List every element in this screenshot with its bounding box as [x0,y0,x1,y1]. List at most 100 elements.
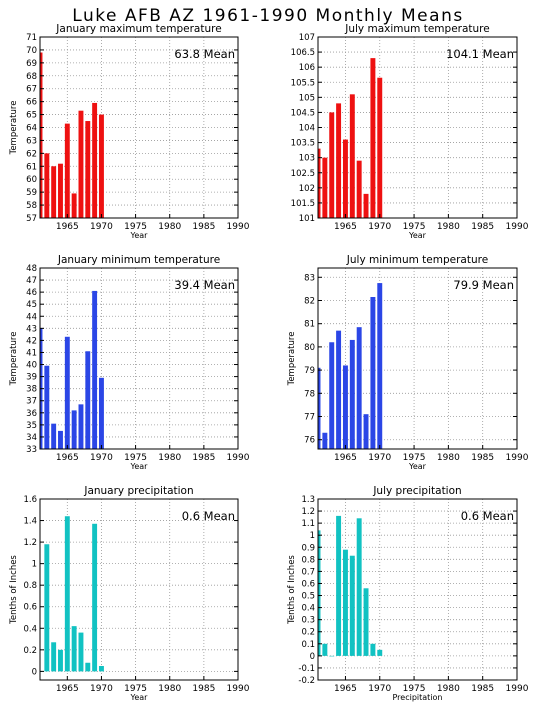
bar-1965 [64,123,70,218]
y-tick-label: 1.2 [301,507,315,517]
y-tick-label: 0.7 [301,567,315,577]
y-tick-label: 59 [26,188,37,198]
bar-1967 [78,110,84,218]
y-tick-label: 105 [299,93,315,103]
y-tick-label: 1.2 [23,538,37,548]
y-tick-label: -0.1 [298,664,315,674]
x-tick-label: 1975 [124,222,147,232]
y-tick-label: 65 [26,111,37,121]
bar-1970 [377,649,383,656]
y-tick-label: 82 [304,296,315,306]
bar-1965 [342,365,348,449]
y-tick-label: 1 [310,531,315,541]
x-tick-label: 1985 [471,684,494,694]
bar-1970 [98,377,104,449]
bar-1965 [342,549,348,656]
bar-1967 [78,404,84,449]
y-axis-label: Temperature [9,332,19,387]
y-tick-label: 62 [26,149,37,159]
y-tick-label: 0.6 [301,579,315,589]
y-tick-label: 38 [26,385,37,395]
x-axis-label: Year [408,231,427,240]
bar-1967 [356,327,362,449]
bar-1965 [64,516,70,672]
chart-panel-4: 76 77 78 79 80 81 82 83 1965 1970 1975 1980 1985 1990… [287,254,529,471]
y-tick-label: 58 [26,201,37,211]
y-tick-label: 67 [26,85,37,95]
mean-label: 79.9 Mean [453,278,514,292]
bar-1961 [318,367,321,449]
bar-1966 [71,626,77,672]
bar-1967 [356,518,362,656]
y-tick-label: 0.8 [301,555,315,565]
x-tick-label: 1985 [192,684,215,694]
bar-1963 [51,166,57,218]
chart-title: January minimum temperature [57,254,220,266]
x-tick-label: 1965 [56,453,79,463]
x-tick-label: 1970 [90,684,113,694]
y-axis-label: Temperature [9,101,19,156]
x-tick-label: 1975 [403,684,426,694]
bar-1965 [64,336,70,449]
x-axis-label: Precipitation [392,693,442,702]
y-tick-label: 60 [26,175,37,185]
chart-title: July precipitation [372,485,461,497]
y-tick-label: 0.5 [301,592,315,602]
page-title: Luke AFB AZ 1961-1990 Monthly Means [72,6,464,26]
y-tick-label: 0.9 [301,543,315,553]
mean-label: 63.8 Mean [174,47,235,61]
y-tick-label: 34 [26,433,37,443]
x-tick-label: 1975 [403,222,426,232]
y-tick-label: 0.2 [23,646,37,656]
y-tick-label: 80 [304,343,315,353]
y-tick-label: 45 [26,300,37,310]
x-tick-label: 1965 [334,684,357,694]
y-tick-label: 43 [26,324,37,334]
x-tick-label: 1965 [56,222,79,232]
y-tick-label: 47 [26,276,37,286]
y-tick-label: 44 [26,312,37,322]
y-tick-label: 1.3 [301,495,315,505]
y-tick-label: 0 [32,667,37,677]
x-tick-label: 1990 [506,684,529,694]
y-tick-label: 104.5 [291,108,315,118]
mean-label: 0.6 Mean [461,509,514,523]
bar-1968 [363,588,369,656]
chart-panel-6: -0.2 -0.1 0 0.1 0.2 0.3 0.4 0.5 0.6 0.7 0.8 0.9 1 1.1… [287,485,529,702]
x-axis-label: Year [130,693,149,702]
bar-1962 [322,432,328,449]
y-tick-label: 39 [26,373,37,383]
y-tick-label: 1.6 [23,495,37,505]
y-tick-label: 105.5 [291,78,315,88]
y-tick-label: 81 [304,320,315,330]
mean-label: 104.1 Mean [446,47,514,61]
x-tick-label: 1970 [90,222,113,232]
y-tick-label: 48 [26,264,37,274]
bar-1962 [322,643,328,656]
bar-1966 [71,193,77,218]
y-tick-label: 64 [26,124,37,134]
plot-frame [317,498,518,681]
x-tick-label: 1980 [158,222,181,232]
bar-1965 [342,139,348,218]
bar-1964 [336,330,342,449]
y-tick-label: 107 [299,33,315,43]
y-tick-label: 1.1 [301,519,315,529]
bar-1961 [40,52,43,219]
x-tick-label: 1990 [227,684,250,694]
bar-1970 [98,665,104,672]
bar-1969 [92,102,98,218]
y-tick-label: 42 [26,336,37,346]
y-tick-label: 33 [26,445,37,455]
mean-label: 0.6 Mean [182,509,235,523]
y-tick-label: 0.1 [301,640,315,650]
bar-1962 [44,544,50,672]
chart-title: July minimum temperature [346,254,488,266]
x-tick-label: 1985 [192,222,215,232]
bar-1962 [44,153,50,218]
mean-label: 39.4 Mean [174,278,235,292]
y-tick-label: 0.6 [23,603,37,613]
bar-1964 [58,649,63,672]
y-axis-label: Tenths of Inches [287,555,297,625]
y-tick-label: 68 [26,72,37,82]
